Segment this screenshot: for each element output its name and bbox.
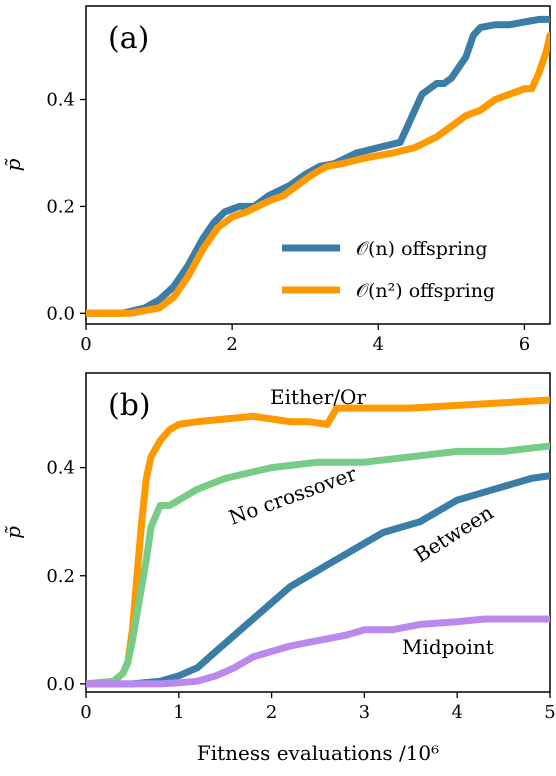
panel-b-label: (b) [108,388,151,423]
legend-label-series-1: 𝒪(n) offspring [356,238,487,260]
panel-a-ticks: 0 2 4 6 0.0 0.2 0.4 [46,90,530,355]
panel-b-frame [85,372,551,693]
series-line-n-offspring [86,31,550,317]
panel-a-y-axis-title: p̃ [1,158,25,171]
series-label-midpoint: Midpoint [402,635,494,659]
series-line-n-offspring [86,15,550,317]
legend-label-series-2: 𝒪(n²) offspring [356,280,495,302]
panel-b-ticks: 0 1 2 3 4 5 0.0 0.2 0.4 [46,458,555,723]
panel-b: 0 1 2 3 4 5 0.0 0.2 0.4 (b) p̃ Fitness evaluatio… [1,372,556,765]
x-tick-label: 3 [359,702,370,723]
panel-b-y-axis-title: p̃ [1,525,25,538]
x-tick-label: 5 [544,702,555,723]
panel-b-series [86,396,550,688]
x-tick-label: 2 [226,334,237,355]
series-label-between: Between [410,500,498,567]
panel-b-x-axis-title: Fitness evaluations /10⁶ [197,741,439,765]
panel-a-series [86,15,550,317]
panel-a-frame [85,5,551,325]
panel-a-legend: 𝒪(n) offspring 𝒪(n²) offspring [282,238,495,302]
x-tick-label: 4 [451,702,462,723]
x-tick-label: 2 [266,702,277,723]
y-tick-label: 0.2 [46,566,75,587]
y-tick-label: 0.0 [46,303,75,324]
series-label-either-or: Either/Or [270,385,366,409]
y-tick-label: 0.0 [46,674,75,695]
x-tick-label: 4 [373,334,384,355]
x-tick-label: 6 [519,334,530,355]
y-tick-label: 0.2 [46,196,75,217]
x-tick-label: 0 [80,334,91,355]
x-tick-label: 0 [80,702,91,723]
x-tick-label: 1 [173,702,184,723]
panel-a-label: (a) [108,21,149,56]
series-line-between [86,472,550,688]
y-tick-label: 0.4 [46,90,75,111]
panel-a: 0 2 4 6 0.0 0.2 0.4 (a) p̃ 𝒪(n) offspring 𝒪(n²… [1,5,551,355]
series-line-no-crossover [86,442,550,688]
series-line-midpoint [86,615,550,688]
y-tick-label: 0.4 [46,458,75,479]
